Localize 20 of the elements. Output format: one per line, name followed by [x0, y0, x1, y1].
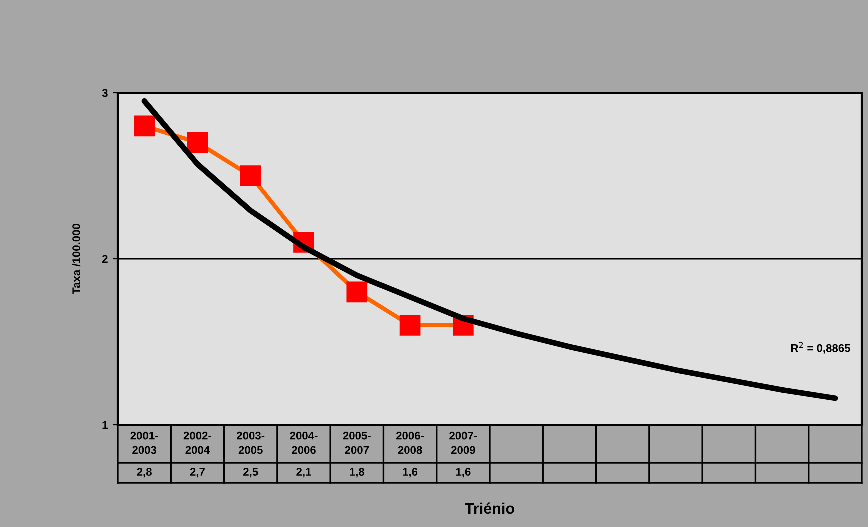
data-label: 1,8	[350, 468, 365, 478]
y-tick-label: 2	[102, 255, 108, 264]
data-label: 2,5	[244, 468, 258, 478]
annotation: R$^{2}$ = 0,8865	[791, 342, 850, 354]
y-axis-title: Taxa /100.000	[72, 224, 81, 294]
y-tick-label: 1	[102, 421, 108, 430]
data-label: 2,1	[296, 468, 312, 478]
x-tick-label: 2002- 2004	[184, 432, 212, 454]
data-label: 1,6	[456, 468, 471, 478]
x-axis-title: Triénio	[465, 502, 514, 514]
x-tick-label: 2004- 2006	[290, 432, 318, 454]
x-tick-label: 2005- 2007	[343, 432, 371, 454]
x-tick-label: 2003- 2005	[237, 432, 265, 454]
data-label: 2,7	[190, 468, 205, 478]
x-tick-label: 2006- 2008	[396, 432, 424, 454]
data-label: 1,6	[403, 468, 418, 478]
y-tick-label: 3	[102, 89, 108, 98]
x-tick-label: 2007- 2009	[450, 432, 478, 454]
data-label: 2,8	[137, 468, 152, 478]
x-tick-label: 2001- 2003	[130, 432, 158, 454]
